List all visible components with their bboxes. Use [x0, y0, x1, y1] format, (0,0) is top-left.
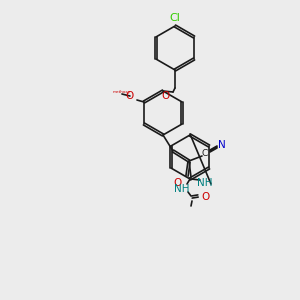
Text: O: O	[161, 91, 169, 101]
Text: O: O	[126, 91, 134, 101]
Text: N: N	[218, 140, 226, 150]
Text: C: C	[202, 148, 208, 158]
Text: O: O	[202, 192, 210, 202]
Text: Cl: Cl	[169, 13, 180, 23]
Text: NH: NH	[197, 178, 213, 188]
Text: methoxy: methoxy	[113, 90, 131, 94]
Text: O: O	[173, 178, 181, 188]
Text: NH: NH	[174, 184, 190, 194]
